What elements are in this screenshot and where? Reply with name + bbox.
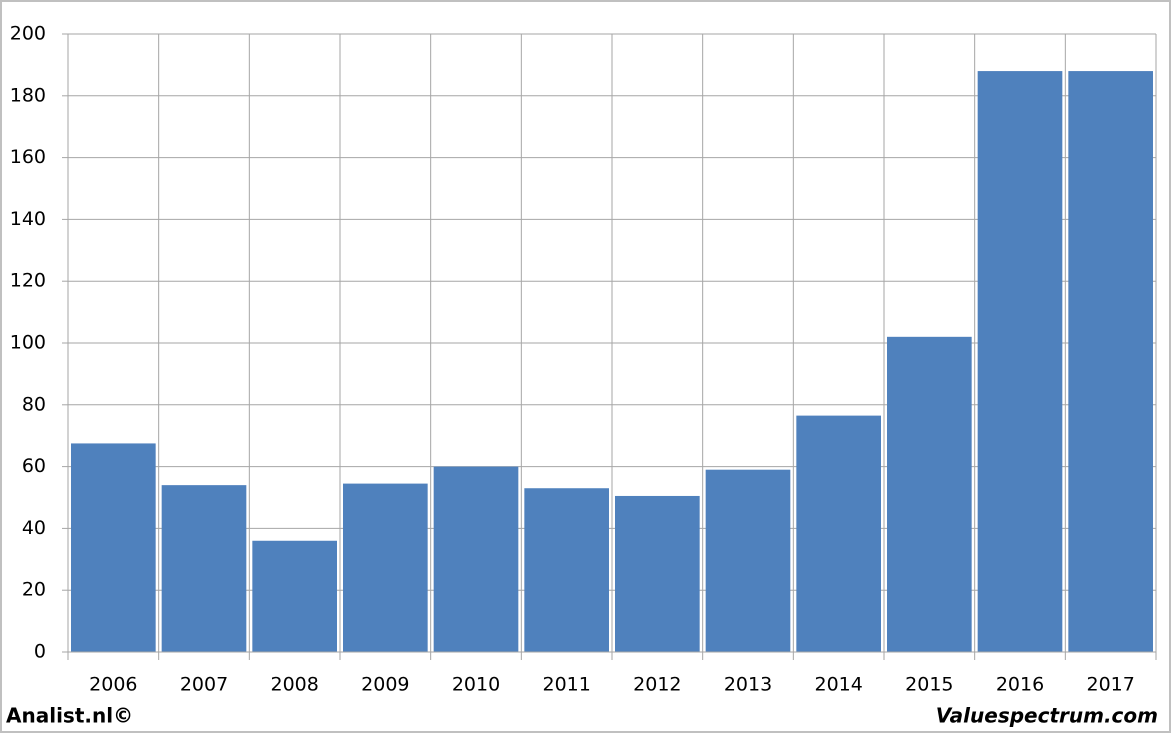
x-tick-label: 2017 <box>1086 674 1134 696</box>
y-tick-label: 160 <box>10 146 46 168</box>
x-tick-label: 2014 <box>814 674 862 696</box>
x-tick-label: 2010 <box>452 674 500 696</box>
bar <box>1068 71 1153 652</box>
y-tick-label: 40 <box>22 517 46 539</box>
bar <box>615 495 700 652</box>
bar <box>887 336 972 652</box>
y-tick-label: 0 <box>34 641 46 663</box>
x-tick-label: 2013 <box>724 674 772 696</box>
y-tick-label: 100 <box>10 332 46 354</box>
bar <box>705 469 791 652</box>
x-tick-label: 2011 <box>542 674 590 696</box>
x-tick-label: 2006 <box>89 674 137 696</box>
y-tick-label: 80 <box>22 393 46 415</box>
bar <box>252 540 337 652</box>
x-tick-label: 2015 <box>905 674 953 696</box>
y-tick-label: 120 <box>10 270 46 292</box>
y-tick-label: 140 <box>10 208 46 230</box>
bar <box>977 71 1063 652</box>
y-tick-label: 180 <box>10 84 46 106</box>
y-tick-label: 20 <box>22 579 46 601</box>
source: Valuespectrum.com <box>936 704 1158 728</box>
bar <box>796 415 881 652</box>
bar <box>433 466 519 652</box>
bar <box>161 485 247 652</box>
bar <box>71 443 156 652</box>
bar <box>343 483 428 652</box>
x-tick-label: 2007 <box>180 674 228 696</box>
y-tick-label: 200 <box>10 23 46 45</box>
x-tick-label: 2008 <box>270 674 318 696</box>
bar <box>524 488 609 652</box>
y-tick-label: 60 <box>22 455 46 477</box>
x-tick-label: 2016 <box>996 674 1044 696</box>
x-tick-label: 2009 <box>361 674 409 696</box>
x-tick-label: 2012 <box>633 674 681 696</box>
credit: Analist.nl© <box>6 704 133 728</box>
